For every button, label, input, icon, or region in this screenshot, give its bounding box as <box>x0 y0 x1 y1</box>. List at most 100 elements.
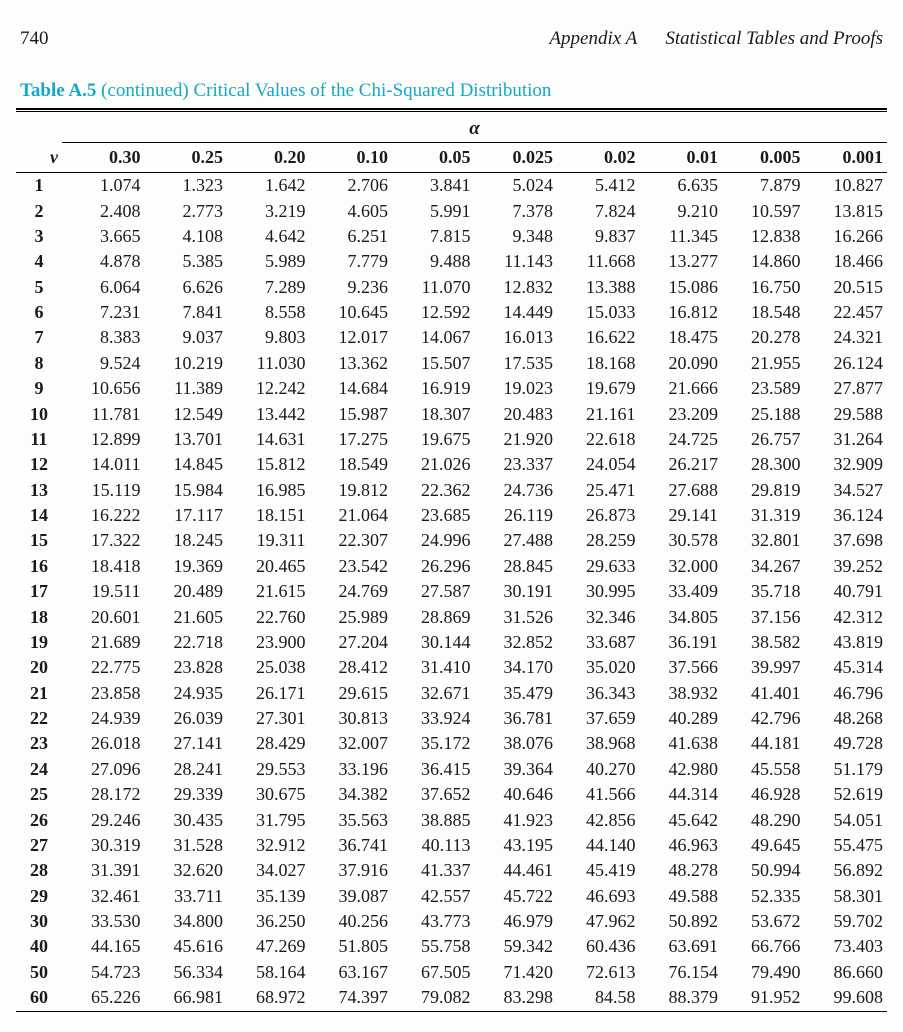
value-cell: 66.981 <box>145 985 228 1010</box>
value-cell: 9.488 <box>392 249 475 274</box>
value-cell: 6.626 <box>145 275 228 300</box>
value-cell: 19.675 <box>392 427 475 452</box>
table-row: 33.6654.1084.6426.2517.8159.3489.83711.3… <box>16 224 887 249</box>
value-cell: 30.191 <box>475 579 558 604</box>
value-cell: 19.311 <box>227 528 310 553</box>
table-row: 2629.24630.43531.79535.56338.88541.92342… <box>16 807 887 832</box>
value-cell: 33.409 <box>640 579 723 604</box>
table-row: 1214.01114.84515.81218.54921.02623.33724… <box>16 452 887 477</box>
value-cell: 48.268 <box>805 706 888 731</box>
value-cell: 15.086 <box>640 275 723 300</box>
value-cell: 52.619 <box>805 782 888 807</box>
value-cell: 16.812 <box>640 300 723 325</box>
value-cell: 27.587 <box>392 579 475 604</box>
value-cell: 72.613 <box>557 960 640 985</box>
value-cell: 31.526 <box>475 604 558 629</box>
value-cell: 24.736 <box>475 478 558 503</box>
value-cell: 29.588 <box>805 401 888 426</box>
value-cell: 18.466 <box>805 249 888 274</box>
value-cell: 30.578 <box>640 528 723 553</box>
value-cell: 29.141 <box>640 503 723 528</box>
value-cell: 37.659 <box>557 706 640 731</box>
value-cell: 36.124 <box>805 503 888 528</box>
value-cell: 38.932 <box>640 681 723 706</box>
value-cell: 32.852 <box>475 630 558 655</box>
value-cell: 44.181 <box>722 731 805 756</box>
value-cell: 73.403 <box>805 934 888 959</box>
value-cell: 18.418 <box>62 554 145 579</box>
value-cell: 15.033 <box>557 300 640 325</box>
value-cell: 7.378 <box>475 198 558 223</box>
value-cell: 24.725 <box>640 427 723 452</box>
value-cell: 58.164 <box>227 960 310 985</box>
value-cell: 32.346 <box>557 604 640 629</box>
value-cell: 38.968 <box>557 731 640 756</box>
table-label: Table A.5 <box>20 80 96 101</box>
value-cell: 32.461 <box>62 884 145 909</box>
value-cell: 24.939 <box>62 706 145 731</box>
column-header: 0.001 <box>805 143 888 173</box>
value-cell: 19.812 <box>310 478 393 503</box>
value-cell: 17.322 <box>62 528 145 553</box>
value-cell: 45.722 <box>475 884 558 909</box>
value-cell: 43.819 <box>805 630 888 655</box>
value-cell: 2.408 <box>62 198 145 223</box>
value-cell: 2.773 <box>145 198 228 223</box>
value-cell: 26.119 <box>475 503 558 528</box>
df-cell: 25 <box>16 782 62 807</box>
value-cell: 20.515 <box>805 275 888 300</box>
value-cell: 22.618 <box>557 427 640 452</box>
value-cell: 56.892 <box>805 858 888 883</box>
value-cell: 46.963 <box>640 833 723 858</box>
value-cell: 31.410 <box>392 655 475 680</box>
value-cell: 24.054 <box>557 452 640 477</box>
column-header-row: v 0.300.250.200.100.050.0250.020.010.005… <box>16 143 887 173</box>
table-row: 1011.78112.54913.44215.98718.30720.48321… <box>16 401 887 426</box>
value-cell: 51.805 <box>310 934 393 959</box>
value-cell: 44.314 <box>640 782 723 807</box>
value-cell: 38.582 <box>722 630 805 655</box>
value-cell: 27.096 <box>62 757 145 782</box>
value-cell: 9.524 <box>62 351 145 376</box>
value-cell: 12.592 <box>392 300 475 325</box>
value-cell: 34.382 <box>310 782 393 807</box>
value-cell: 35.139 <box>227 884 310 909</box>
table-row: 44.8785.3855.9897.7799.48811.14311.66813… <box>16 249 887 274</box>
value-cell: 32.912 <box>227 833 310 858</box>
value-cell: 16.985 <box>227 478 310 503</box>
value-cell: 88.379 <box>640 985 723 1010</box>
table-row: 1315.11915.98416.98519.81222.36224.73625… <box>16 478 887 503</box>
value-cell: 23.900 <box>227 630 310 655</box>
df-cell: 29 <box>16 884 62 909</box>
df-cell: 20 <box>16 655 62 680</box>
value-cell: 99.608 <box>805 985 888 1010</box>
value-cell: 15.987 <box>310 401 393 426</box>
value-cell: 34.800 <box>145 909 228 934</box>
value-cell: 39.364 <box>475 757 558 782</box>
table-row: 89.52410.21911.03013.36215.50717.53518.1… <box>16 351 887 376</box>
value-cell: 18.307 <box>392 401 475 426</box>
value-cell: 13.388 <box>557 275 640 300</box>
value-cell: 20.483 <box>475 401 558 426</box>
value-cell: 15.812 <box>227 452 310 477</box>
value-cell: 8.383 <box>62 325 145 350</box>
value-cell: 45.558 <box>722 757 805 782</box>
value-cell: 41.337 <box>392 858 475 883</box>
value-cell: 24.321 <box>805 325 888 350</box>
df-cell: 2 <box>16 198 62 223</box>
table-row: 2123.85824.93526.17129.61532.67135.47936… <box>16 681 887 706</box>
table-row: 4044.16545.61647.26951.80555.75859.34260… <box>16 934 887 959</box>
table-row: 1112.89913.70114.63117.27519.67521.92022… <box>16 427 887 452</box>
df-cell: 10 <box>16 401 62 426</box>
value-cell: 63.167 <box>310 960 393 985</box>
table-body: 11.0741.3231.6422.7063.8415.0245.4126.63… <box>16 173 887 1011</box>
value-cell: 58.301 <box>805 884 888 909</box>
value-cell: 4.642 <box>227 224 310 249</box>
table-row: 1416.22217.11718.15121.06423.68526.11926… <box>16 503 887 528</box>
value-cell: 5.991 <box>392 198 475 223</box>
value-cell: 43.195 <box>475 833 558 858</box>
value-cell: 10.219 <box>145 351 228 376</box>
value-cell: 45.314 <box>805 655 888 680</box>
value-cell: 27.877 <box>805 376 888 401</box>
value-cell: 18.151 <box>227 503 310 528</box>
